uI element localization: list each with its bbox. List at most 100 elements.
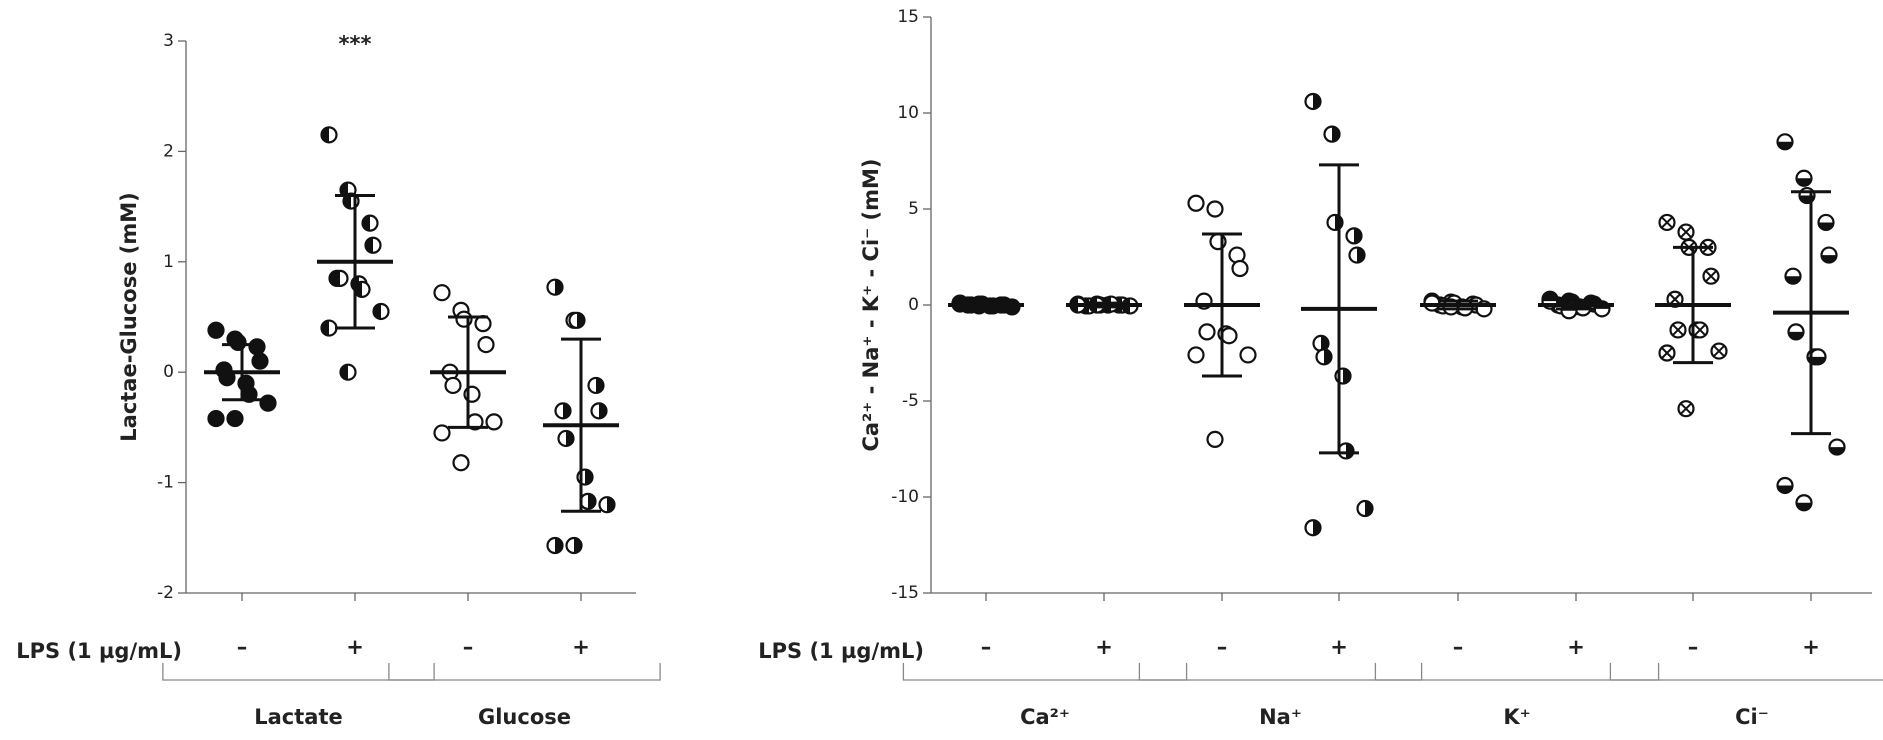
data-point (598, 496, 616, 514)
data-point (331, 269, 349, 287)
group-label: Glucose (478, 705, 571, 729)
point-cross (1694, 324, 1706, 336)
point-body (207, 409, 225, 428)
group-label: Lactate (254, 705, 343, 729)
data-point (1691, 321, 1709, 339)
point-cross (1661, 347, 1673, 359)
point-fill (1313, 520, 1321, 536)
data-point (1206, 430, 1224, 448)
data-point (433, 284, 451, 302)
point-cross (1672, 324, 1684, 336)
data-point (1669, 321, 1687, 339)
data-point (207, 321, 225, 339)
point-body (1220, 327, 1238, 345)
point-fill (343, 193, 351, 209)
data-point (452, 454, 470, 472)
data-point (1337, 442, 1355, 460)
data-point (1220, 327, 1238, 345)
point-fill (1542, 293, 1558, 302)
point-body (207, 321, 225, 339)
error-bar (966, 301, 1006, 309)
group-label: Na⁺ (1259, 705, 1302, 729)
point-fill (1777, 141, 1793, 150)
error-bar (448, 315, 488, 429)
point-fill (1357, 247, 1365, 263)
error-bar-line (448, 315, 488, 429)
point-cross (1680, 226, 1692, 238)
y-tick-label: 2 (163, 141, 174, 161)
data-point (444, 376, 462, 395)
point-fill (1788, 331, 1804, 340)
point-fill (1777, 485, 1793, 493)
error-bar (561, 337, 601, 513)
group-label: Ci⁻ (1735, 705, 1769, 729)
data-point (1231, 259, 1249, 278)
data-point (251, 352, 269, 370)
category-label: – (1688, 635, 1699, 659)
data-point (1795, 494, 1813, 512)
data-point (320, 319, 338, 337)
data-point (1348, 246, 1366, 264)
data-point (1239, 346, 1257, 364)
point-fill (555, 538, 563, 554)
y-tick-label: -10 (891, 487, 919, 507)
category-label: – (463, 635, 474, 659)
point-fill (1321, 335, 1329, 351)
point-body (477, 336, 495, 354)
y-tick-label: -1 (157, 473, 174, 493)
point-body (1231, 259, 1249, 278)
point-fill (1810, 356, 1826, 365)
data-point (477, 336, 495, 354)
data-point (1702, 267, 1720, 285)
error-bar-line (1202, 232, 1242, 378)
point-fill (1324, 349, 1332, 365)
point-body (452, 454, 470, 472)
point-fill (574, 538, 582, 554)
error-bar (1556, 299, 1596, 311)
x-axis-label: LPS (1 µg/mL) (758, 639, 924, 663)
data-point (320, 126, 338, 144)
data-point (565, 536, 583, 555)
point-body (1187, 194, 1205, 212)
point-fill (1818, 222, 1834, 230)
data-point (546, 536, 564, 555)
point-cross (1669, 293, 1681, 306)
point-fill (1346, 443, 1354, 459)
data-point (226, 409, 244, 428)
category-label: – (237, 635, 248, 659)
data-point (485, 413, 503, 431)
error-bar (335, 194, 375, 330)
data-point (1776, 133, 1794, 151)
group-bracket (902, 663, 1188, 681)
point-body (1206, 430, 1224, 448)
y-tick-label: 15 (897, 7, 919, 27)
point-fill (365, 237, 373, 253)
category-label: + (1802, 635, 1820, 659)
error-bar-line (966, 301, 1006, 309)
y-tick-label: 5 (908, 199, 919, 219)
error-bar-line (1438, 299, 1478, 311)
point-body (1198, 323, 1216, 341)
category-label: + (1095, 635, 1113, 659)
point-fill (1365, 501, 1373, 517)
point-cross (1661, 216, 1673, 229)
point-fill (1785, 276, 1801, 284)
point-body (433, 284, 451, 302)
error-bar-line (1556, 299, 1596, 311)
category-label: – (981, 635, 992, 659)
error-bar-line (222, 343, 262, 402)
point-body (226, 409, 244, 428)
point-cross (1713, 345, 1725, 358)
data-point (546, 278, 564, 296)
data-point (568, 311, 586, 329)
error-bar-line (561, 337, 601, 513)
error-bar-line (1673, 245, 1713, 365)
error-bar (1791, 190, 1831, 436)
data-point (361, 214, 379, 232)
data-point (1304, 92, 1322, 111)
y-tick-label: 0 (163, 362, 174, 382)
point-fill (321, 320, 329, 336)
y-tick-label: 0 (908, 295, 919, 315)
significance-label: *** (339, 32, 372, 56)
